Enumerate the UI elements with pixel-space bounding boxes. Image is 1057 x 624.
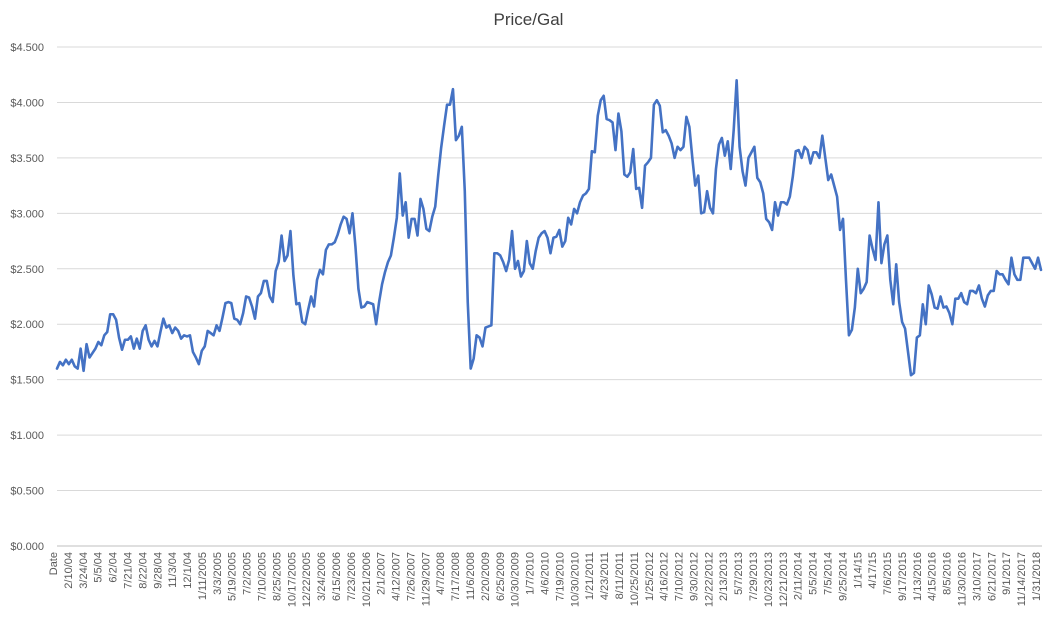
x-tick-label: 1/13/2016 <box>912 552 924 601</box>
x-tick-label: 1/7/2010 <box>525 552 537 595</box>
x-tick-label: 6/21/2017 <box>986 552 998 601</box>
y-tick-label: $2.500 <box>10 264 44 276</box>
x-tick-label: 2/1/2007 <box>376 552 388 595</box>
x-tick-label: 7/5/2014 <box>822 552 834 595</box>
x-tick-label: 7/21/04 <box>122 552 134 589</box>
x-tick-label: 10/17/2005 <box>286 552 298 607</box>
x-tick-label: 7/17/2008 <box>450 552 462 601</box>
x-tick-label: 11/14/2017 <box>1016 552 1028 606</box>
y-tick-label: $2.000 <box>10 319 44 331</box>
x-tick-label: 1/25/2012 <box>644 552 656 601</box>
y-tick-label: $0.000 <box>10 541 44 553</box>
x-tick-label: 8/11/2011 <box>614 552 626 599</box>
x-tick-label: 6/2/04 <box>108 552 120 583</box>
x-tick-label: 6/15/2006 <box>331 552 343 601</box>
x-tick-label: 7/23/2006 <box>346 552 358 601</box>
y-tick-label: $4.500 <box>10 42 44 54</box>
y-tick-label: $4.000 <box>10 97 44 109</box>
x-tick-label: 7/10/2005 <box>257 552 269 601</box>
y-tick-label: $1.000 <box>10 430 44 442</box>
x-tick-label: 12/22/2005 <box>301 552 313 607</box>
x-tick-label: 4/12/2007 <box>391 552 403 601</box>
x-tick-label: 10/30/2010 <box>569 552 581 607</box>
x-tick-label: 11/29/2007 <box>420 552 432 606</box>
x-tick-label: 1/31/2018 <box>1031 552 1043 601</box>
x-tick-label: 10/25/2011 <box>629 552 641 606</box>
y-tick-label: $0.500 <box>10 486 44 498</box>
x-tick-label: 7/19/2010 <box>554 552 566 601</box>
x-tick-label: 7/6/2015 <box>882 552 894 595</box>
x-tick-label: 9/28/04 <box>152 552 164 589</box>
x-tick-label: 4/15/2016 <box>927 552 939 601</box>
x-tick-label: 9/25/2014 <box>837 552 849 601</box>
x-tick-label: 10/23/2013 <box>763 552 775 607</box>
x-tick-label: 10/30/2009 <box>510 552 522 607</box>
x-tick-label: 11/6/2008 <box>465 552 477 600</box>
x-tick-label: 8/22/04 <box>137 552 149 589</box>
x-tick-label: 9/30/2012 <box>688 552 700 601</box>
x-tick-label: 7/29/2013 <box>748 552 760 601</box>
x-tick-label: 10/21/2006 <box>361 552 373 607</box>
x-tick-label: 3/3/2005 <box>212 552 224 595</box>
x-tick-label: Date <box>48 552 60 575</box>
x-tick-label: 5/7/2013 <box>733 552 745 595</box>
x-tick-label: 8/25/2005 <box>271 552 283 601</box>
x-tick-label: 7/26/2007 <box>405 552 417 601</box>
x-tick-label: 1/21/2011 <box>584 552 596 600</box>
x-tick-label: 5/5/2014 <box>808 552 820 595</box>
x-tick-label: 2/20/2009 <box>480 552 492 601</box>
y-axis-tick-labels: $0.000 $0.500 $1.000 $1.500 $2.000 $2.500 $3.0… <box>10 42 44 553</box>
x-tick-label: 5/19/2005 <box>227 552 239 601</box>
x-tick-label: 4/16/2012 <box>659 552 671 601</box>
x-tick-label: 12/22/2012 <box>703 552 715 607</box>
x-tick-label: 3/24/04 <box>78 552 90 589</box>
series-line-0 <box>55 78 1043 377</box>
x-tick-label: 4/23/2011 <box>599 552 611 600</box>
x-tick-label: 4/7/2008 <box>435 552 447 595</box>
x-tick-label: 2/13/2013 <box>718 552 730 601</box>
y-tick-label: $1.500 <box>10 375 44 387</box>
x-tick-label: 3/24/2006 <box>316 552 328 601</box>
x-tick-label: 12/1/04 <box>182 552 194 589</box>
x-tick-label: 5/5/04 <box>93 552 105 583</box>
x-tick-label: 11/30/2016 <box>957 552 969 606</box>
y-tick-label: $3.500 <box>10 153 44 165</box>
x-tick-label: 12/21/2013 <box>778 552 790 607</box>
chart-title: Price/Gal <box>493 10 564 29</box>
y-tick-label: $3.000 <box>10 208 44 220</box>
x-tick-label: 1/11/2005 <box>197 552 209 600</box>
x-tick-label: 8/5/2016 <box>942 552 954 595</box>
x-tick-label: 9/1/2017 <box>1001 552 1013 595</box>
x-axis-tick-labels: Date 2/10/04 3/24/04 5/5/04 6/2/04 7/21/04 8/2… <box>48 552 1043 607</box>
x-tick-label: 3/10/2017 <box>971 552 983 601</box>
x-tick-label: 7/2/2005 <box>242 552 254 595</box>
x-tick-label: 9/17/2015 <box>897 552 909 601</box>
x-tick-label: 4/6/2010 <box>540 552 552 595</box>
x-tick-label: 4/17/15 <box>867 552 879 589</box>
x-tick-label: 6/25/2009 <box>495 552 507 601</box>
x-tick-label: 11/3/04 <box>167 552 179 588</box>
x-tick-label: 2/10/04 <box>63 552 75 589</box>
x-tick-label: 7/10/2012 <box>674 552 686 601</box>
x-tick-label: 2/11/2014 <box>793 552 805 600</box>
series-layer <box>55 78 1043 377</box>
x-tick-label: 1/14/15 <box>852 552 864 589</box>
